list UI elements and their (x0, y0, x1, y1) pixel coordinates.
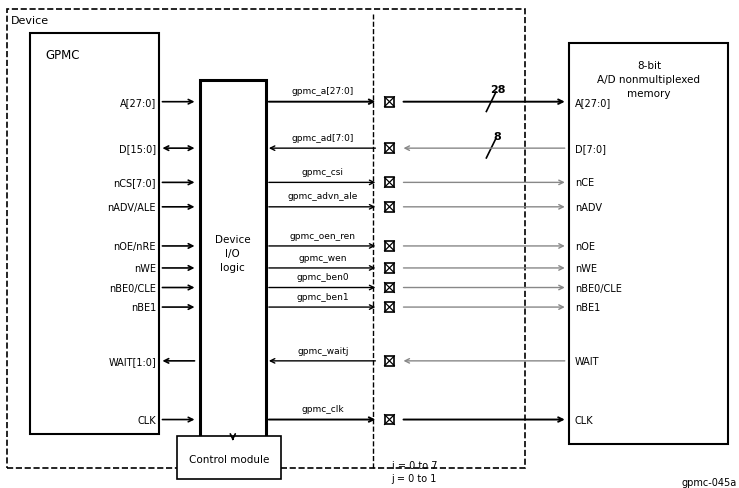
Text: gpmc_advn_ale: gpmc_advn_ale (287, 192, 358, 201)
Text: Control module: Control module (189, 454, 269, 464)
Text: gpmc_a[27:0]: gpmc_a[27:0] (292, 87, 354, 96)
Text: nCE: nCE (575, 178, 594, 188)
Text: nWE: nWE (134, 264, 156, 273)
Text: Device: Device (11, 16, 50, 26)
Bar (200, 81, 266, 437)
Text: 8: 8 (494, 132, 501, 142)
Text: nOE/nRE: nOE/nRE (113, 242, 156, 251)
Bar (384, 356, 395, 366)
Text: WAIT[1:0]: WAIT[1:0] (108, 356, 156, 366)
Text: gpmc_ben1: gpmc_ben1 (296, 292, 349, 301)
Text: CLK: CLK (575, 415, 593, 425)
Text: gpmc_csi: gpmc_csi (302, 168, 344, 177)
Bar (384, 283, 395, 293)
Text: D[7:0]: D[7:0] (575, 144, 606, 154)
Text: A[27:0]: A[27:0] (575, 98, 611, 107)
Text: nBE1: nBE1 (575, 303, 600, 312)
Text: 8-bit
A/D nonmultiplexed
memory: 8-bit A/D nonmultiplexed memory (597, 61, 701, 99)
Text: 28: 28 (490, 85, 505, 95)
Bar (384, 415, 395, 425)
Bar (384, 264, 395, 273)
Text: nBE0/CLE: nBE0/CLE (575, 283, 621, 293)
Text: gpmc_oen_ren: gpmc_oen_ren (290, 231, 356, 240)
Text: nOE: nOE (575, 242, 595, 251)
Text: Device
I/O
logic: Device I/O logic (215, 235, 251, 273)
Text: nWE: nWE (575, 264, 597, 273)
Text: WAIT: WAIT (575, 356, 599, 366)
Text: gpmc_ad[7:0]: gpmc_ad[7:0] (292, 134, 354, 142)
Text: gpmc_wen: gpmc_wen (299, 253, 347, 262)
Bar (7, 10, 525, 468)
Text: D[15:0]: D[15:0] (119, 144, 156, 154)
Text: nBE0/CLE: nBE0/CLE (109, 283, 156, 293)
Text: i = 0 to 7
j = 0 to 1: i = 0 to 7 j = 0 to 1 (392, 460, 437, 483)
Text: A[27:0]: A[27:0] (120, 98, 156, 107)
Bar (384, 303, 395, 312)
Text: nADV: nADV (575, 203, 602, 212)
Text: nBE1: nBE1 (131, 303, 156, 312)
Bar (384, 178, 395, 188)
Text: GPMC: GPMC (46, 49, 80, 62)
Bar (177, 436, 281, 479)
Text: nCS[7:0]: nCS[7:0] (113, 178, 156, 188)
Bar (384, 144, 395, 154)
Text: gpmc-045a: gpmc-045a (681, 477, 737, 487)
Text: gpmc_ben0: gpmc_ben0 (296, 273, 349, 282)
Bar (30, 34, 159, 434)
Bar (569, 44, 728, 444)
Text: nADV/ALE: nADV/ALE (107, 203, 156, 212)
Text: gpmc_waitj: gpmc_waitj (297, 346, 349, 355)
Text: gpmc_clk: gpmc_clk (302, 405, 344, 413)
Text: CLK: CLK (137, 415, 156, 425)
Bar (384, 98, 395, 107)
Bar (384, 242, 395, 251)
Bar (384, 203, 395, 212)
